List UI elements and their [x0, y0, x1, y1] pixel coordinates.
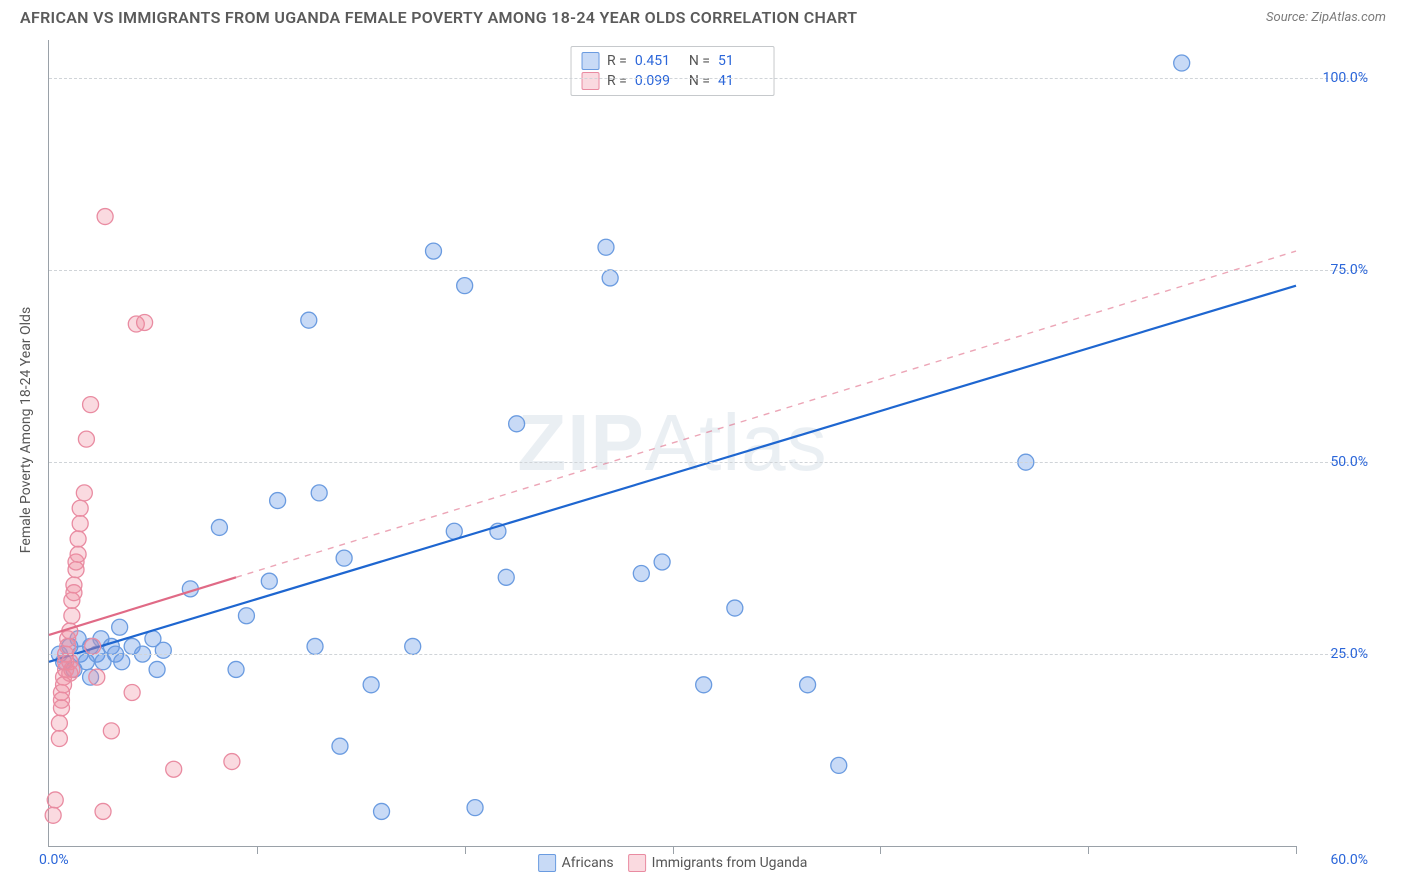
data-point-africans: [336, 550, 352, 566]
swatch-uganda: [628, 854, 646, 872]
data-point-uganda: [78, 431, 94, 447]
legend-row-uganda: R = 0.099 N = 41: [579, 71, 766, 91]
data-point-africans: [228, 661, 244, 677]
data-point-africans: [727, 600, 743, 616]
x-tick-start: 0.0%: [39, 852, 69, 868]
data-point-africans: [270, 493, 286, 509]
data-point-africans: [238, 608, 254, 624]
data-point-africans: [374, 803, 390, 819]
data-point-uganda: [51, 731, 67, 747]
plot-svg: [49, 40, 1296, 846]
r-value-uganda: 0.099: [635, 73, 681, 89]
data-point-africans: [1174, 55, 1190, 71]
y-tick-label: 50.0%: [1308, 454, 1368, 470]
data-point-africans: [112, 619, 128, 635]
data-point-africans: [155, 642, 171, 658]
data-point-africans: [498, 569, 514, 585]
data-point-africans: [114, 654, 130, 670]
data-point-uganda: [45, 807, 61, 823]
data-point-uganda: [72, 516, 88, 532]
data-point-uganda: [70, 531, 86, 547]
series-legend: Africans Immigrants from Uganda: [538, 854, 808, 872]
gridline-h: [49, 654, 1368, 655]
data-point-uganda: [95, 803, 111, 819]
data-point-africans: [363, 677, 379, 693]
x-tick: [1088, 846, 1089, 854]
data-point-africans: [598, 239, 614, 255]
swatch-uganda: [581, 72, 599, 90]
r-label: R =: [607, 73, 627, 89]
legend-label-africans: Africans: [562, 855, 614, 871]
data-point-africans: [261, 573, 277, 589]
chart-plot-area: ZIPAtlas R = 0.451 N = 51 R = 0.099 N = …: [48, 40, 1296, 847]
swatch-africans: [581, 52, 599, 70]
data-point-uganda: [51, 715, 67, 731]
data-point-africans: [633, 565, 649, 581]
data-point-uganda: [70, 546, 86, 562]
data-point-africans: [509, 416, 525, 432]
x-tick: [465, 846, 466, 854]
data-point-uganda: [103, 723, 119, 739]
legend-label-uganda: Immigrants from Uganda: [652, 855, 808, 871]
data-point-uganda: [47, 792, 63, 808]
data-point-africans: [301, 312, 317, 328]
legend-row-africans: R = 0.451 N = 51: [579, 51, 766, 71]
legend-item-uganda: Immigrants from Uganda: [628, 854, 808, 872]
chart-header: AFRICAN VS IMMIGRANTS FROM UGANDA FEMALE…: [0, 0, 1406, 31]
y-tick-label: 100.0%: [1308, 70, 1368, 86]
data-point-africans: [307, 638, 323, 654]
n-value-uganda: 41: [718, 73, 764, 89]
data-point-uganda: [89, 669, 105, 685]
data-point-africans: [405, 638, 421, 654]
data-point-africans: [602, 270, 618, 286]
data-point-uganda: [83, 397, 99, 413]
n-label: N =: [689, 53, 710, 69]
data-point-uganda: [72, 500, 88, 516]
data-point-uganda: [166, 761, 182, 777]
legend-item-africans: Africans: [538, 854, 614, 872]
swatch-africans: [538, 854, 556, 872]
n-label: N =: [689, 73, 710, 89]
data-point-uganda: [97, 209, 113, 225]
x-tick: [1296, 846, 1297, 854]
data-point-africans: [654, 554, 670, 570]
data-point-uganda: [66, 585, 82, 601]
data-point-uganda: [64, 661, 80, 677]
data-point-uganda: [85, 638, 101, 654]
gridline-h: [49, 462, 1368, 463]
r-label: R =: [607, 53, 627, 69]
data-point-africans: [467, 800, 483, 816]
data-point-africans: [800, 677, 816, 693]
data-point-uganda: [64, 608, 80, 624]
n-value-africans: 51: [718, 53, 764, 69]
x-tick: [880, 846, 881, 854]
data-point-africans: [149, 661, 165, 677]
y-tick-label: 25.0%: [1308, 646, 1368, 662]
data-point-uganda: [76, 485, 92, 501]
data-point-africans: [332, 738, 348, 754]
data-point-africans: [311, 485, 327, 501]
x-tick: [257, 846, 258, 854]
data-point-africans: [457, 278, 473, 294]
y-tick-label: 75.0%: [1308, 262, 1368, 278]
trendline-ext-uganda: [236, 251, 1296, 577]
data-point-uganda: [224, 754, 240, 770]
r-value-africans: 0.451: [635, 53, 681, 69]
x-tick-end: 60.0%: [1330, 852, 1368, 868]
data-point-africans: [831, 757, 847, 773]
source-label: Source: ZipAtlas.com: [1266, 10, 1386, 25]
gridline-h: [49, 270, 1368, 271]
data-point-uganda: [124, 684, 140, 700]
data-point-uganda: [137, 314, 153, 330]
data-point-africans: [211, 519, 227, 535]
correlation-legend: R = 0.451 N = 51 R = 0.099 N = 41: [570, 46, 775, 96]
chart-title: AFRICAN VS IMMIGRANTS FROM UGANDA FEMALE…: [20, 8, 857, 27]
data-point-africans: [425, 243, 441, 259]
y-axis-label: Female Poverty Among 18-24 Year Olds: [18, 307, 34, 553]
gridline-h: [49, 78, 1368, 79]
data-point-africans: [696, 677, 712, 693]
x-tick: [673, 846, 674, 854]
trendline-africans: [49, 286, 1296, 662]
